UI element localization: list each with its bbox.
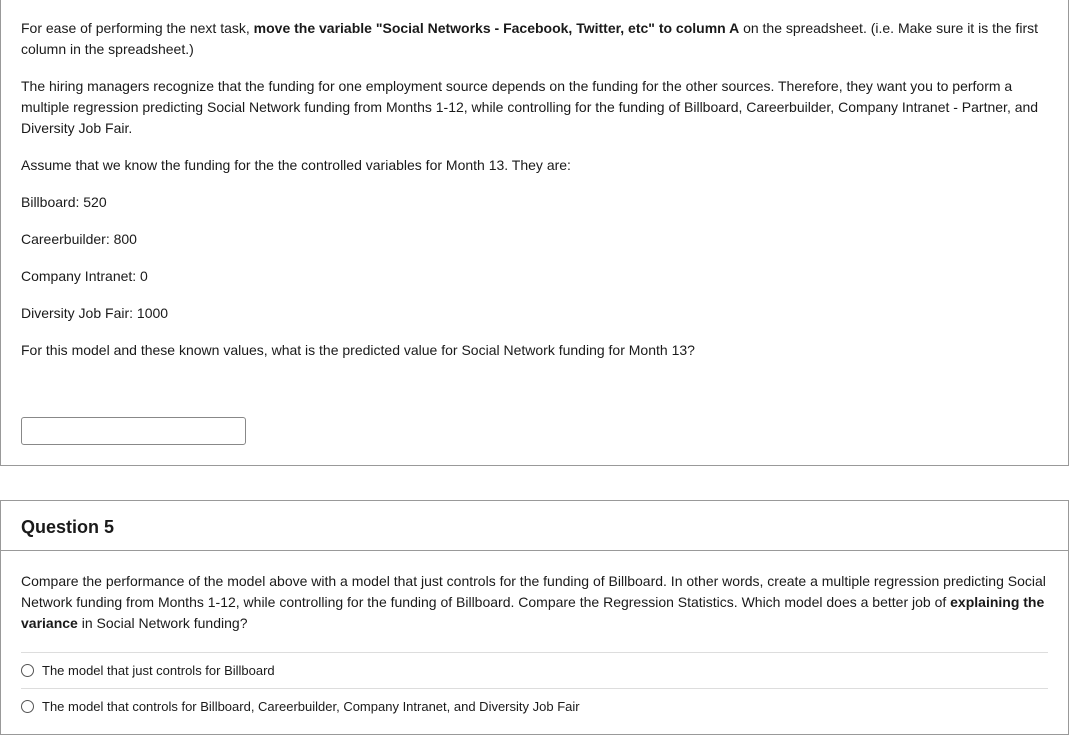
- text-pre: For ease of performing the next task,: [21, 20, 254, 36]
- question-5-prompt: Compare the performance of the model abo…: [21, 571, 1048, 634]
- text-pre: Compare the performance of the model abo…: [21, 573, 1046, 610]
- question-5-block: Question 5 Compare the performance of th…: [0, 500, 1069, 735]
- option-label: The model that controls for Billboard, C…: [42, 699, 580, 714]
- option-row[interactable]: The model that just controls for Billboa…: [21, 652, 1048, 688]
- instruction-paragraph-2: The hiring managers recognize that the f…: [21, 76, 1048, 139]
- instruction-paragraph-3: Assume that we know the funding for the …: [21, 155, 1048, 176]
- question-5-header: Question 5: [1, 501, 1068, 551]
- options-list: The model that just controls for Billboa…: [21, 652, 1048, 724]
- question-4-content: For ease of performing the next task, mo…: [0, 0, 1069, 466]
- option-row[interactable]: The model that controls for Billboard, C…: [21, 688, 1048, 724]
- value-billboard: Billboard: 520: [21, 192, 1048, 213]
- value-intranet: Company Intranet: 0: [21, 266, 1048, 287]
- radio-icon: [21, 700, 34, 713]
- instruction-paragraph-1: For ease of performing the next task, mo…: [21, 18, 1048, 60]
- radio-icon: [21, 664, 34, 677]
- instruction-paragraph-4: For this model and these known values, w…: [21, 340, 1048, 361]
- text-bold: move the variable "Social Networks - Fac…: [254, 20, 740, 36]
- question-5-content: Compare the performance of the model abo…: [1, 551, 1068, 734]
- answer-input[interactable]: [21, 417, 246, 445]
- spacer: [0, 466, 1069, 500]
- value-diversity: Diversity Job Fair: 1000: [21, 303, 1048, 324]
- value-careerbuilder: Careerbuilder: 800: [21, 229, 1048, 250]
- text-post: in Social Network funding?: [78, 615, 248, 631]
- option-label: The model that just controls for Billboa…: [42, 663, 275, 678]
